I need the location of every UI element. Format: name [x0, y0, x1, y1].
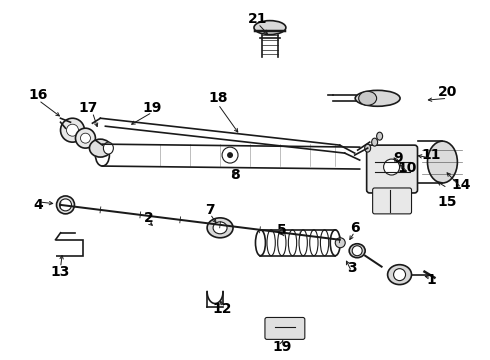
Circle shape: [59, 199, 72, 211]
Circle shape: [227, 152, 233, 158]
Text: 6: 6: [350, 221, 360, 235]
Circle shape: [75, 128, 96, 148]
Text: 2: 2: [144, 211, 153, 225]
Circle shape: [352, 246, 362, 256]
Text: 9: 9: [393, 151, 402, 165]
Ellipse shape: [371, 138, 378, 146]
Text: 18: 18: [208, 91, 228, 105]
Text: 11: 11: [422, 148, 441, 162]
Text: 16: 16: [29, 88, 49, 102]
Circle shape: [384, 159, 399, 175]
Text: 21: 21: [248, 12, 268, 26]
FancyBboxPatch shape: [265, 318, 305, 339]
Ellipse shape: [349, 244, 365, 258]
Ellipse shape: [254, 21, 286, 35]
Ellipse shape: [330, 230, 340, 256]
Text: 17: 17: [79, 101, 98, 115]
Text: 8: 8: [230, 168, 240, 182]
Ellipse shape: [213, 222, 227, 234]
Text: 19: 19: [272, 340, 292, 354]
Ellipse shape: [388, 265, 412, 285]
Text: 10: 10: [398, 161, 417, 175]
Text: 3: 3: [347, 261, 357, 275]
Ellipse shape: [335, 238, 345, 248]
Ellipse shape: [427, 141, 457, 183]
Text: 14: 14: [452, 178, 471, 192]
Ellipse shape: [355, 90, 400, 106]
Text: 20: 20: [438, 85, 457, 99]
FancyBboxPatch shape: [367, 145, 417, 193]
Ellipse shape: [56, 196, 74, 214]
Circle shape: [67, 124, 78, 136]
Circle shape: [393, 269, 406, 280]
Text: 5: 5: [277, 223, 287, 237]
Ellipse shape: [96, 144, 109, 166]
Text: 12: 12: [212, 302, 232, 316]
Ellipse shape: [365, 144, 370, 152]
Ellipse shape: [255, 230, 266, 256]
Text: 15: 15: [438, 195, 457, 209]
Text: 13: 13: [51, 265, 70, 279]
Circle shape: [222, 147, 238, 163]
Circle shape: [80, 133, 91, 143]
Circle shape: [61, 118, 84, 142]
Ellipse shape: [103, 142, 113, 154]
Text: 4: 4: [34, 198, 44, 212]
Text: 19: 19: [143, 101, 162, 115]
Ellipse shape: [377, 132, 383, 140]
Text: 7: 7: [205, 203, 215, 217]
Text: 1: 1: [427, 273, 436, 287]
Ellipse shape: [359, 91, 377, 105]
Ellipse shape: [90, 139, 111, 157]
FancyBboxPatch shape: [372, 188, 412, 214]
Ellipse shape: [207, 218, 233, 238]
